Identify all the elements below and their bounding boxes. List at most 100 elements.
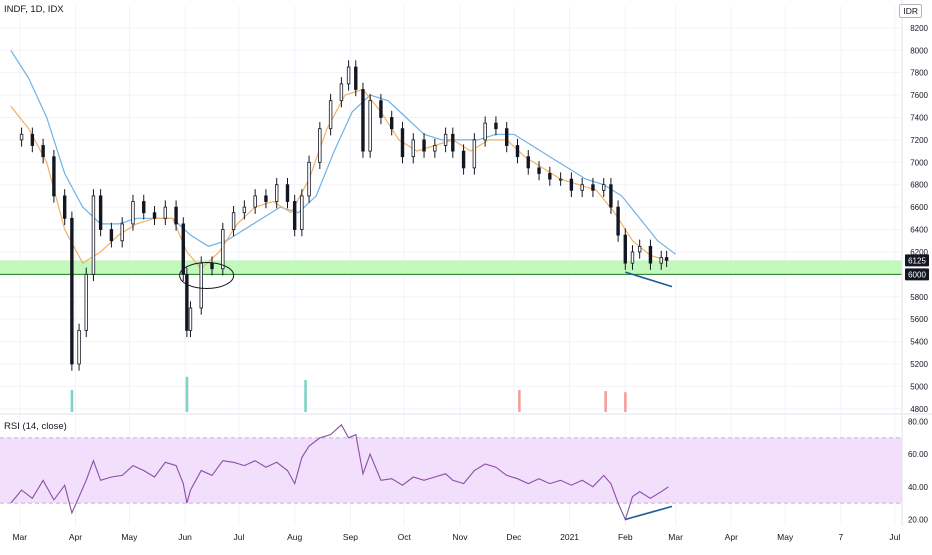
rsi-axis-tick-label: 40.00: [908, 483, 929, 492]
time-axis-label: Mar: [668, 532, 683, 542]
rsi-series-line: [10, 423, 669, 522]
candle-body: [494, 122, 498, 130]
currency-badge: IDR: [899, 4, 922, 18]
candle-body: [307, 161, 311, 197]
candle-body: [41, 145, 45, 158]
time-axis-label: Dec: [506, 532, 522, 542]
symbol-header[interactable]: INDF, 1D, IDX: [4, 4, 64, 15]
price-axis-tick-label: 7200: [910, 136, 928, 145]
time-axis-label: Jun: [178, 532, 192, 542]
candle-body: [152, 212, 157, 219]
candle-body: [361, 89, 365, 152]
candle-body: [285, 184, 290, 202]
price-badge-label: 6125: [908, 256, 926, 265]
candle-body: [368, 100, 372, 152]
candle-body: [461, 150, 466, 169]
price-axis-tick-label: 5400: [910, 338, 928, 347]
price-axis-tick-label: 6800: [910, 181, 928, 190]
candle-body: [221, 229, 225, 270]
candle-body: [339, 83, 344, 102]
candle-body: [411, 139, 415, 158]
candle-body: [602, 184, 606, 191]
price-axis-tick-label: 5200: [910, 360, 928, 369]
volume-bar: [304, 380, 307, 412]
time-axis-label: May: [777, 532, 794, 542]
candle-body: [558, 178, 563, 181]
time-axis-label: Oct: [398, 532, 412, 542]
price-axis-tick-label: 6600: [910, 203, 928, 212]
price-divergence-line[interactable]: [625, 271, 673, 288]
candle-body: [346, 66, 351, 85]
price-badge-label: 6000: [908, 270, 926, 279]
price-axis-tick-label: 7600: [910, 91, 928, 100]
candle-body: [616, 206, 620, 236]
candle-body: [52, 156, 56, 197]
candle-body: [400, 128, 405, 158]
candle-body: [443, 133, 448, 146]
candle-body: [174, 206, 178, 225]
candle-body: [120, 223, 124, 242]
candle-body: [109, 229, 114, 242]
candle-body: [390, 117, 394, 130]
candle-body: [142, 201, 146, 214]
candle-body: [648, 245, 653, 264]
time-axis-label: Sep: [343, 532, 358, 542]
candle-body: [131, 201, 135, 225]
time-axis-label: Jul: [234, 532, 245, 542]
moving-average-slow: [10, 49, 676, 255]
price-axis-tick-label: 5800: [910, 293, 928, 302]
time-axis-label: Apr: [69, 532, 82, 542]
price-axis-tick-label: 5600: [910, 315, 928, 324]
candle-body: [210, 262, 214, 270]
rsi-band: [0, 437, 902, 504]
price-axis-tick-label: 8200: [910, 24, 928, 33]
price-axis-tick-label: 7800: [910, 69, 928, 78]
candle-body: [451, 133, 455, 152]
price-badge: [905, 268, 929, 281]
candle-body: [569, 178, 574, 191]
rsi-axis-tick-label: 20.00: [908, 515, 929, 524]
rsi-axis-tick-label: 80.00: [908, 418, 929, 427]
candle-body: [623, 234, 627, 264]
time-axis-label: Nov: [452, 532, 468, 542]
candle-body: [77, 329, 81, 365]
candle-body: [379, 100, 383, 118]
rsi-header[interactable]: RSI (14, close): [4, 421, 67, 432]
candle-body: [199, 262, 203, 309]
candle-body: [98, 195, 103, 230]
candle-body: [664, 257, 669, 261]
candle-body: [163, 206, 168, 219]
candle-body: [318, 128, 322, 163]
candle-body: [483, 122, 487, 141]
price-axis-tick-label: 8000: [910, 46, 928, 55]
volume-bar: [604, 391, 607, 412]
volume-bar: [624, 392, 627, 412]
candle-body: [253, 195, 257, 208]
candle-body: [580, 184, 584, 191]
candle-body: [472, 139, 477, 169]
rsi-divergence-line[interactable]: [625, 505, 673, 521]
price-axis-tick-label: 6400: [910, 226, 928, 235]
candle-body: [591, 184, 595, 191]
candle-body: [30, 133, 35, 146]
candle-body: [537, 167, 541, 174]
candle-body: [328, 100, 333, 130]
time-axis-label: 7: [839, 532, 844, 542]
support-zone[interactable]: [0, 260, 902, 275]
ellipse-annotation[interactable]: [179, 261, 235, 289]
price-axis-tick-label: 7000: [910, 158, 928, 167]
candle-body: [505, 128, 509, 146]
candle-body: [354, 66, 358, 90]
volume-bar: [70, 390, 74, 412]
price-axis-tick-label: 7400: [910, 113, 928, 122]
time-axis-label: May: [121, 532, 138, 542]
candle-body: [84, 273, 88, 331]
candle-body: [548, 173, 552, 180]
candle-body: [637, 245, 642, 253]
candle-body: [609, 184, 613, 208]
time-axis-label: Jul: [889, 532, 900, 542]
candle-body: [433, 145, 437, 152]
candle-body: [19, 133, 24, 141]
